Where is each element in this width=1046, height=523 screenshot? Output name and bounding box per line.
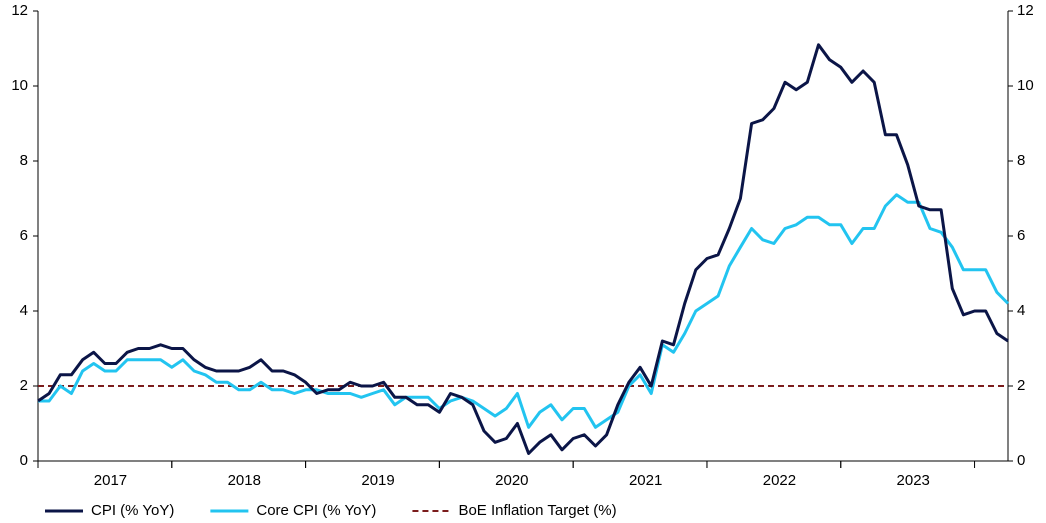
y-tick-label: 4 [20, 302, 28, 319]
y2-tick-label: 2 [1017, 377, 1025, 394]
line-series [37, 43, 1009, 455]
x-tick-label: 2021 [629, 472, 662, 489]
legend-label: BoE Inflation Target (%) [458, 502, 616, 519]
y-tick-label: 2 [20, 377, 28, 394]
legend-label: CPI (% YoY) [91, 502, 174, 519]
line-series [38, 193, 1010, 429]
x-tick-label: 2019 [361, 472, 394, 489]
legend-label: Core CPI (% YoY) [256, 502, 376, 519]
x-tick-label: 2022 [763, 472, 796, 489]
y2-tick-label: 4 [1017, 302, 1025, 319]
y-tick-label: 12 [11, 2, 28, 19]
x-tick-label: 2018 [228, 472, 261, 489]
y2-tick-label: 10 [1017, 77, 1034, 94]
y2-tick-label: 12 [1017, 2, 1034, 19]
y2-tick-label: 8 [1017, 152, 1025, 169]
y2-tick-label: 6 [1017, 227, 1025, 244]
x-tick-label: 2020 [495, 472, 528, 489]
y-tick-label: 6 [20, 227, 28, 244]
y2-tick-label: 0 [1017, 452, 1025, 469]
y-tick-label: 10 [11, 77, 28, 94]
y-tick-label: 0 [20, 452, 28, 469]
x-tick-label: 2023 [897, 472, 930, 489]
x-tick-label: 2017 [94, 472, 127, 489]
y-tick-label: 8 [20, 152, 28, 169]
